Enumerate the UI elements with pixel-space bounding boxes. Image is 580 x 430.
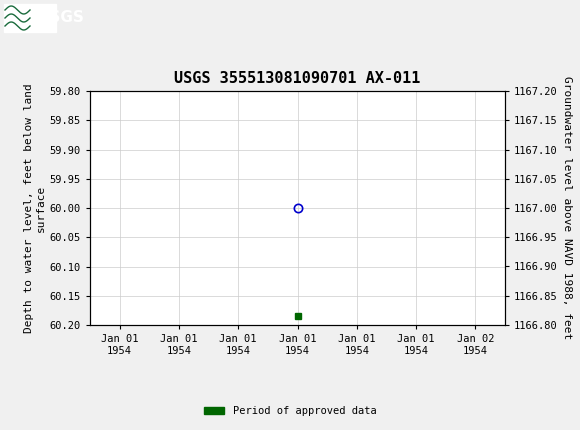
Y-axis label: Groundwater level above NAVD 1988, feet: Groundwater level above NAVD 1988, feet <box>562 77 572 340</box>
Title: USGS 355513081090701 AX-011: USGS 355513081090701 AX-011 <box>175 71 420 86</box>
Bar <box>4 4 56 32</box>
Y-axis label: Depth to water level, feet below land
surface: Depth to water level, feet below land su… <box>24 83 46 333</box>
Text: USGS: USGS <box>38 10 85 25</box>
Legend: Period of approved data: Period of approved data <box>200 402 380 421</box>
